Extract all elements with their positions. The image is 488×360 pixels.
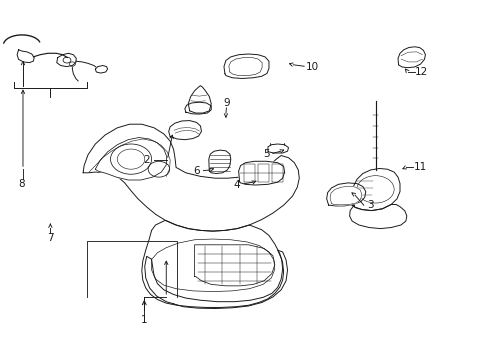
Text: 11: 11	[413, 162, 427, 172]
Polygon shape	[17, 50, 34, 63]
Text: 12: 12	[414, 67, 427, 77]
Polygon shape	[57, 53, 76, 67]
Polygon shape	[151, 239, 274, 292]
Polygon shape	[350, 168, 399, 211]
Text: 2: 2	[143, 155, 150, 165]
Polygon shape	[95, 138, 166, 180]
Text: 1: 1	[141, 315, 147, 325]
Text: 5: 5	[263, 149, 270, 159]
Text: 9: 9	[223, 98, 229, 108]
Text: 3: 3	[366, 200, 373, 210]
Polygon shape	[349, 204, 406, 229]
Text: 6: 6	[193, 166, 200, 176]
Polygon shape	[224, 54, 268, 78]
Polygon shape	[267, 144, 288, 153]
Polygon shape	[329, 186, 361, 205]
Polygon shape	[326, 183, 365, 206]
Polygon shape	[83, 124, 299, 231]
Polygon shape	[397, 47, 425, 68]
Polygon shape	[188, 86, 211, 113]
Polygon shape	[144, 250, 287, 309]
Polygon shape	[228, 58, 262, 76]
Polygon shape	[142, 220, 283, 307]
Text: 10: 10	[305, 62, 318, 72]
Polygon shape	[95, 66, 107, 73]
Polygon shape	[208, 150, 230, 174]
Text: 8: 8	[19, 179, 25, 189]
Text: 7: 7	[47, 233, 54, 243]
Polygon shape	[168, 121, 201, 140]
Polygon shape	[194, 245, 274, 286]
Polygon shape	[238, 161, 284, 185]
Circle shape	[69, 62, 75, 66]
Polygon shape	[184, 102, 211, 114]
Text: 4: 4	[233, 180, 240, 190]
